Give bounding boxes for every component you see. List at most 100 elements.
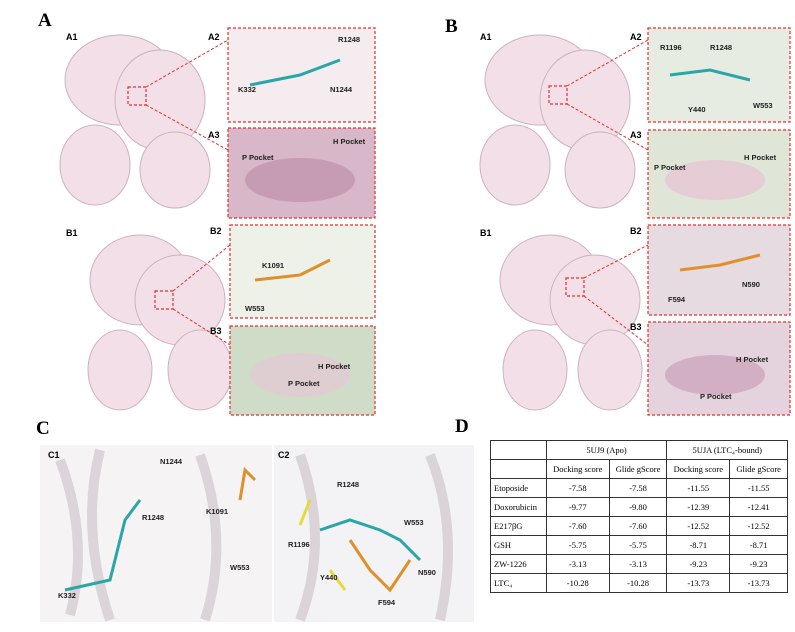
score-cell: -11.55: [666, 478, 731, 498]
column-header: Glide gScore: [729, 459, 788, 479]
column-header: Docking score: [666, 459, 731, 479]
score-cell: -3.13: [545, 554, 610, 574]
sub-label: B2: [630, 226, 642, 236]
compound-name: Etoposide: [490, 478, 547, 498]
sub-label: A1: [480, 32, 492, 42]
sub-label: A3: [208, 130, 220, 140]
score-table: 5UJ9 (Apo) 5UJA (LTC₄-bound) Docking score…: [490, 440, 788, 593]
residue-label: W553: [753, 101, 773, 110]
residue-label: K332: [238, 85, 256, 94]
sub-label: B1: [66, 228, 78, 238]
residue-label: R1196: [288, 540, 310, 549]
sub-label: A2: [630, 32, 642, 42]
pocket-label: H Pocket: [736, 355, 769, 364]
structure-view: [40, 445, 474, 622]
residue-label: Y440: [320, 573, 338, 582]
score-cell: -9.23: [666, 554, 731, 574]
residue-label: F594: [668, 295, 686, 304]
residue-label: Y440: [688, 105, 706, 114]
residue-label: N590: [742, 280, 760, 289]
column-header: Glide gScore: [608, 459, 668, 479]
sub-label: C2: [278, 450, 290, 460]
zoom-boxes: [227, 27, 791, 416]
score-cell: -9.77: [545, 497, 610, 517]
residue-label: R1248: [338, 35, 360, 44]
residue-label: K332: [58, 591, 76, 600]
score-cell: -11.55: [729, 478, 788, 498]
panel-label: B: [445, 16, 458, 37]
residue-label: F594: [378, 598, 396, 607]
sub-label: B2: [210, 226, 222, 236]
group-header: 5UJ9 (Apo): [545, 440, 668, 460]
residue-label: N1244: [160, 457, 183, 466]
residue-label: N590: [418, 568, 436, 577]
score-cell: -10.28: [545, 573, 610, 593]
sub-label: A2: [208, 32, 220, 42]
pocket-label: P Pocket: [654, 163, 686, 172]
score-cell: -9.80: [608, 497, 668, 517]
protein-surface: [59, 34, 643, 411]
sub-label: B1: [480, 228, 492, 238]
score-cell: -5.75: [545, 535, 610, 555]
sub-label: A3: [630, 130, 642, 140]
score-cell: -7.58: [608, 478, 668, 498]
sub-label: B3: [210, 326, 222, 336]
panel-label: C: [36, 418, 50, 439]
table-row: Etoposide -7.58 -7.58 -11.55 -11.55: [490, 478, 788, 498]
table-row: GSH -5.75 -5.75 -8.71 -8.71: [490, 535, 788, 555]
sub-label: A1: [66, 32, 78, 42]
score-cell: -7.58: [545, 478, 610, 498]
residue-label: K1091: [262, 261, 284, 270]
sub-label: B3: [630, 322, 642, 332]
residue-label: K1091: [206, 507, 228, 516]
score-cell: -3.13: [608, 554, 668, 574]
table: 5UJ9 (Apo) 5UJA (LTC₄-bound) Docking score…: [490, 440, 788, 593]
score-cell: -12.52: [729, 516, 788, 536]
residue-label: W553: [230, 563, 250, 572]
residue-label: N1244: [330, 85, 353, 94]
residue-label: R1248: [337, 480, 359, 489]
pocket-label: H Pocket: [744, 153, 777, 162]
compound-name: ZW-1226: [490, 554, 547, 574]
score-cell: -7.60: [608, 516, 668, 536]
pocket-label: P Pocket: [242, 153, 274, 162]
score-cell: -13.73: [729, 573, 788, 593]
residue-label: W553: [245, 304, 265, 313]
compound-name: GSH: [490, 535, 547, 555]
score-cell: -8.71: [666, 535, 731, 555]
pocket-label: H Pocket: [318, 362, 351, 371]
compound-name: LTC₄: [490, 573, 547, 593]
table-row: Doxorubicin -9.77 -9.80 -12.39 -12.41: [490, 497, 788, 517]
zoom-markers: [127, 39, 649, 346]
residue-label: R1196: [660, 43, 682, 52]
score-cell: -10.28: [608, 573, 668, 593]
table-row: 5UJ9 (Apo) 5UJA (LTC₄-bound): [490, 440, 788, 460]
score-cell: -12.52: [666, 516, 731, 536]
empty-cell: [490, 459, 547, 479]
score-cell: -12.39: [666, 497, 731, 517]
empty-cell: [490, 440, 547, 460]
score-cell: -8.71: [729, 535, 788, 555]
pocket-label: H Pocket: [333, 137, 366, 146]
table-row: ZW-1226 -3.13 -3.13 -9.23 -9.23: [490, 554, 788, 574]
pocket-label: P Pocket: [288, 379, 320, 388]
score-cell: -9.23: [729, 554, 788, 574]
panel-label: A: [38, 10, 52, 31]
residue-label: R1248: [142, 513, 164, 522]
score-cell: -12.41: [729, 497, 788, 517]
score-cell: -5.75: [608, 535, 668, 555]
score-cell: -13.73: [666, 573, 731, 593]
column-header: Docking score: [545, 459, 610, 479]
residue-label: R1248: [710, 43, 732, 52]
pocket-label: P Pocket: [700, 392, 732, 401]
sub-label: C1: [48, 450, 60, 460]
compound-name: Doxorubicin: [490, 497, 547, 517]
residue-label: W553: [404, 518, 424, 527]
table-row: Docking score Glide gScore Docking score Gl…: [490, 459, 788, 479]
table-row: LTC₄ -10.28 -10.28 -13.73 -13.73: [490, 573, 788, 593]
score-cell: -7.60: [545, 516, 610, 536]
panel-label: D: [455, 416, 469, 437]
table-row: E217βG -7.60 -7.60 -12.52 -12.52: [490, 516, 788, 536]
